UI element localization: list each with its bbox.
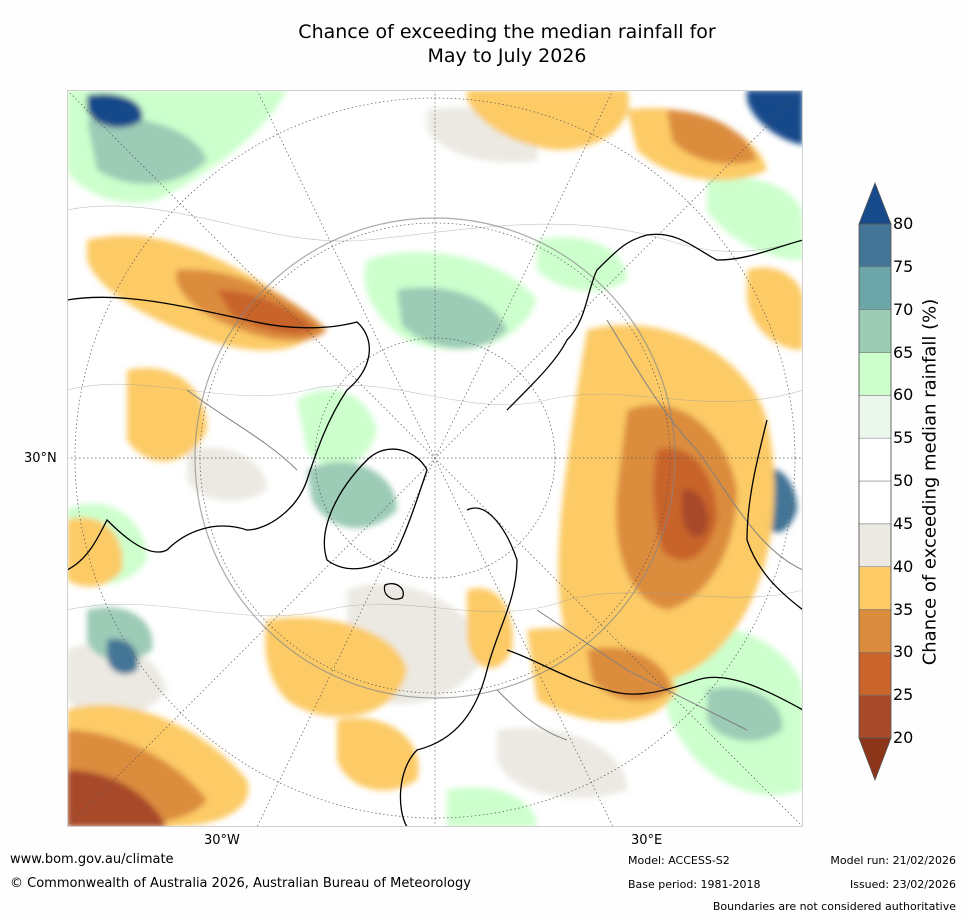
dry-area (667, 110, 757, 164)
colorbar-tick-label: 35 (893, 599, 914, 619)
very-wet-area (747, 90, 803, 145)
colorbar-segment (858, 566, 892, 610)
map-frame (67, 90, 803, 827)
wet-area (707, 177, 803, 260)
eurasia-arctic-coast (506, 233, 803, 411)
colorbar-segment (858, 694, 892, 739)
wet-area (447, 787, 537, 827)
footer-model-run: Model run: 21/02/2026 (830, 854, 956, 867)
colorbar-tick-label: 55 (893, 428, 914, 448)
north-america-coast (67, 296, 370, 571)
iceland-coast (383, 583, 404, 600)
colorbar-tick-label: 25 (893, 685, 914, 705)
wet-area (87, 117, 207, 184)
coastlines (67, 233, 803, 827)
colorbar-segment (858, 266, 892, 310)
dry-area (337, 718, 419, 791)
wet-area (397, 287, 507, 349)
colorbar-segment (858, 352, 892, 396)
footer-base-period: Base period: 1981-2018 (628, 878, 761, 891)
eurasia-coast (399, 507, 518, 827)
colorbar-tick-label: 50 (893, 471, 914, 490)
colorbar-segment (858, 523, 892, 567)
lon-label-30w: 30°W (204, 833, 240, 848)
very-dry-area (217, 290, 317, 335)
colorbar-segment (858, 395, 892, 439)
very-wet-area (107, 639, 138, 675)
footer-website: www.bom.gov.au/climate (10, 852, 174, 867)
colorbar-segments (858, 223, 892, 739)
colorbar-tick-label: 80 (893, 214, 914, 233)
map-title: Chance of exceeding the median rainfall … (0, 20, 965, 68)
colorbar (858, 182, 892, 782)
title-line-2: May to July 2026 (427, 45, 587, 67)
colorbar-tick-label: 20 (893, 728, 914, 747)
colorbar-frame (858, 223, 892, 739)
footer-model: Model: ACCESS-S2 (628, 854, 730, 867)
lat-label-30n: 30°N (24, 451, 57, 466)
contour-lines (67, 205, 803, 617)
probability-field (67, 90, 803, 827)
wet-area (537, 237, 627, 291)
footer-issued: Issued: 23/02/2026 (849, 878, 956, 891)
colorbar-tick-label: 65 (893, 342, 914, 362)
colorbar-tick-label: 45 (893, 513, 914, 533)
very-wet-area (87, 93, 143, 128)
title-line-1: Chance of exceeding the median rainfall … (298, 21, 716, 43)
greenland-coast (323, 448, 428, 570)
wet-area (707, 687, 783, 741)
very-dry-area (682, 489, 708, 538)
colorbar-tick-label: 40 (893, 556, 914, 576)
lon-label-30e: 30°E (631, 833, 663, 848)
colorbar-tick-label: 70 (893, 299, 914, 319)
colorbar-tick-label: 60 (893, 385, 914, 405)
asia-east-coast (746, 419, 803, 611)
probability-map (67, 90, 803, 827)
wet-area (307, 462, 397, 529)
colorbar-segment (858, 652, 892, 696)
footer-disclaimer: Boundaries are not considered authoritat… (712, 900, 956, 913)
colorbar-tick-label: 75 (893, 256, 914, 276)
colorbar-segment (858, 223, 892, 268)
europe-south-coast (506, 649, 803, 711)
neutral-area (187, 447, 267, 501)
colorbar-extension-under (858, 737, 892, 782)
colorbar-segment (858, 609, 892, 653)
circle-30n (194, 217, 676, 699)
colorbar-extension-over (858, 182, 892, 225)
neutral-area (67, 642, 167, 718)
country-borders (186, 319, 803, 741)
dry-area (747, 267, 803, 350)
colorbar-label: Chance of exceeding median rainfall (%) (919, 298, 941, 666)
neutral-area (497, 728, 627, 799)
dry-area (127, 368, 207, 462)
dry-area (265, 617, 407, 717)
wet-area (87, 607, 153, 661)
dry-area (587, 647, 672, 701)
colorbar-segment (858, 309, 892, 353)
footer-copyright: © Commonwealth of Australia 2026, Austra… (10, 876, 471, 891)
colorbar-segment (858, 480, 892, 525)
wet-area (297, 390, 377, 468)
graticule (67, 90, 803, 827)
dry-area (467, 588, 513, 669)
very-dry-area (67, 770, 167, 827)
dry-area (467, 90, 629, 150)
colorbar-segment (858, 437, 892, 482)
dry-area (67, 517, 123, 587)
colorbar-tick-label: 30 (893, 642, 914, 662)
